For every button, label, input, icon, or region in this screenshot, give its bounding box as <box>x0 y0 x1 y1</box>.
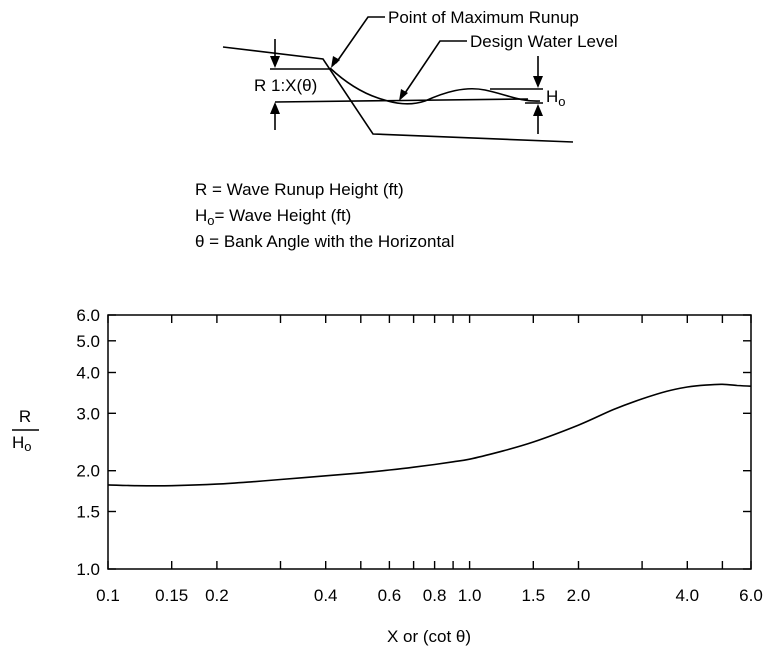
definitions: R = Wave Runup Height (ft) Ho= Wave Heig… <box>195 180 454 251</box>
y-axis-ticks <box>108 314 751 570</box>
y-axis-label: R Ho <box>12 407 39 454</box>
x-tick-label: 0.15 <box>155 586 188 605</box>
y-axis-label-denominator: Ho <box>12 433 32 454</box>
x-tick-label: 0.1 <box>96 586 120 605</box>
x-tick-label: 4.0 <box>675 586 699 605</box>
y-tick-label: 1.5 <box>76 503 100 522</box>
design-water-leader-arrow <box>399 89 408 101</box>
y-tick-label: 4.0 <box>76 364 100 383</box>
x-tick-label: 1.0 <box>458 586 482 605</box>
y-tick-label: 5.0 <box>76 332 100 351</box>
y-tick-label: 3.0 <box>76 404 100 423</box>
y-tick-label: 1.0 <box>76 560 100 579</box>
x-axis-ticks <box>107 315 752 569</box>
runup-ratio-curve <box>107 383 752 487</box>
max-runup-leader <box>335 16 385 64</box>
x-tick-label: 0.4 <box>314 586 338 605</box>
max-runup-leader-arrow <box>331 56 340 68</box>
bank-profile-line <box>222 46 574 143</box>
label-h-wave-height: Ho <box>546 87 566 109</box>
x-tick-label: 0.2 <box>205 586 229 605</box>
h-dimension-upper-arrow <box>533 76 543 88</box>
r-dimension-lower-arrow <box>270 102 280 114</box>
x-tick-label: 2.0 <box>567 586 591 605</box>
y-tick-label: 2.0 <box>76 462 100 481</box>
definition-r: R = Wave Runup Height (ft) <box>195 180 404 199</box>
definition-h: Ho= Wave Height (ft) <box>195 206 351 228</box>
label-point-max-runup: Point of Maximum Runup <box>388 8 579 27</box>
x-tick-label: 1.5 <box>521 586 545 605</box>
runup-diagram: Point of Maximum Runup Design Water Leve… <box>222 8 618 143</box>
x-tick-label: 0.8 <box>423 586 447 605</box>
definition-theta: θ = Bank Angle with the Horizontal <box>195 232 454 251</box>
r-dimension-upper-arrow <box>270 56 280 68</box>
label-design-water-level: Design Water Level <box>470 32 618 51</box>
design-water-leader <box>402 40 467 97</box>
y-tick-label: 6.0 <box>76 306 100 325</box>
y-axis-label-numerator: R <box>19 407 31 426</box>
label-r-slope: R 1:X(θ) <box>254 76 317 95</box>
design-water-level-line <box>274 98 529 103</box>
x-tick-labels: 0.1 0.15 0.2 0.4 0.6 0.8 1.0 1.5 2.0 4.0 6.0 <box>96 586 763 605</box>
x-tick-label: 0.6 <box>378 586 402 605</box>
plot-frame <box>107 314 752 570</box>
chart: 0.1 0.15 0.2 0.4 0.6 0.8 1.0 1.5 2.0 4.0 6.0 1.01.… <box>12 306 763 646</box>
h-dimension-lower-arrow <box>533 104 543 116</box>
x-tick-label: 6.0 <box>739 586 763 605</box>
x-axis-label: X or (cot θ) <box>387 627 471 646</box>
y-tick-labels: 1.0 1.5 2.0 3.0 4.0 5.0 6.0 <box>76 306 100 579</box>
